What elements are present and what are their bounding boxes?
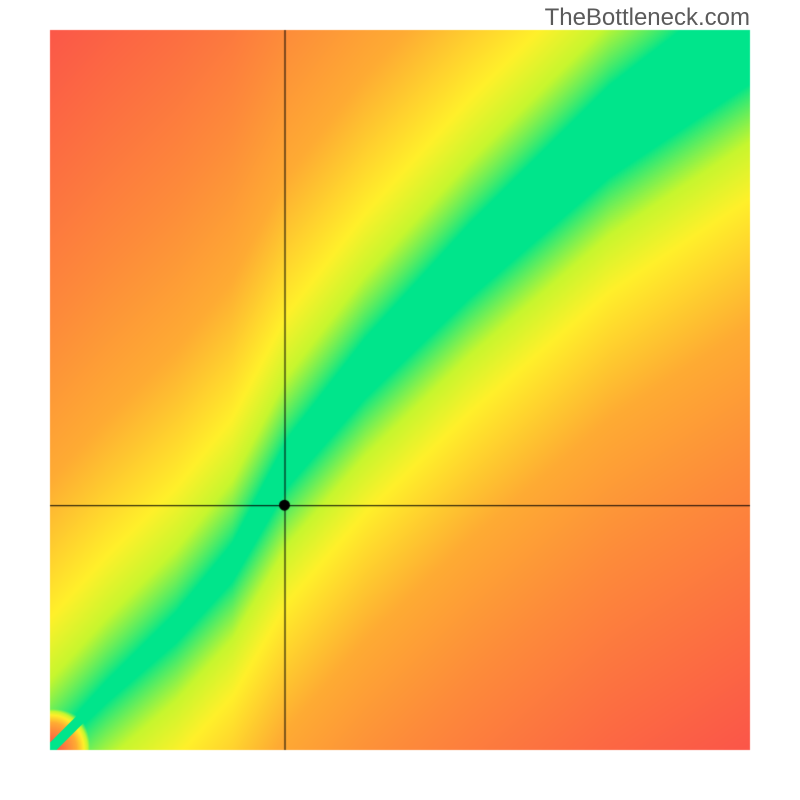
heatmap-canvas xyxy=(0,0,800,800)
watermark-text: TheBottleneck.com xyxy=(545,4,750,32)
bottleneck-chart: TheBottleneck.com xyxy=(0,0,800,800)
